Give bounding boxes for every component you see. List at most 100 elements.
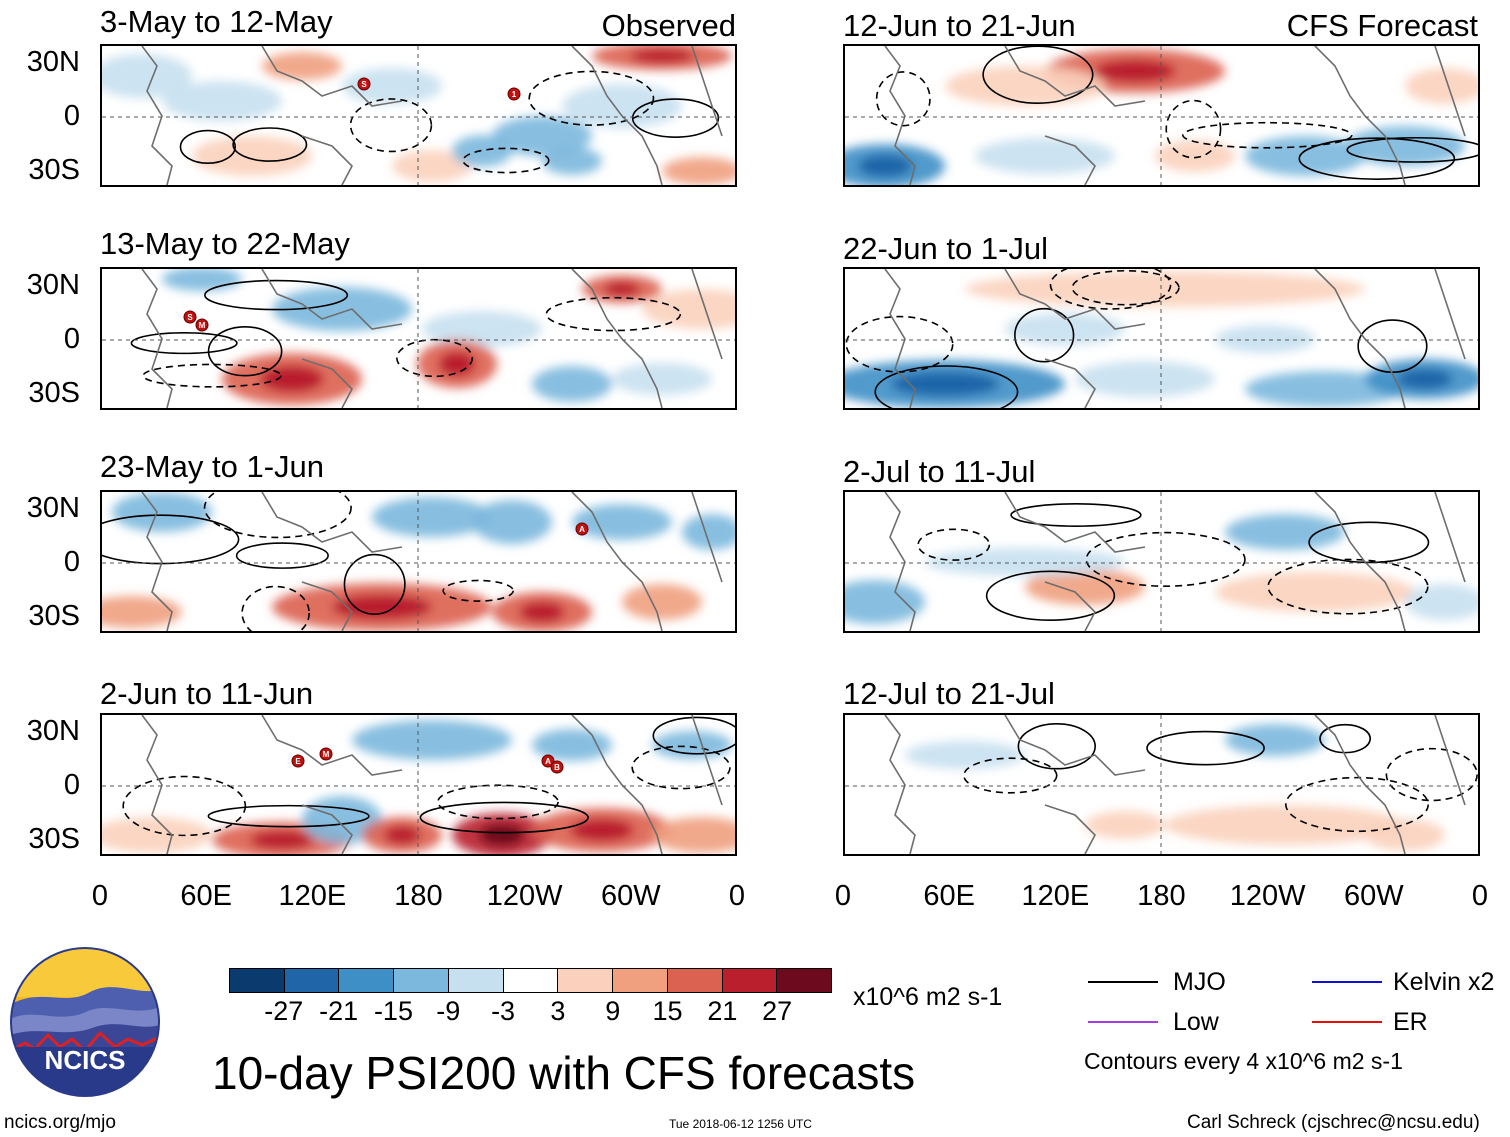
colorbar-units: x10^6 m2 s-1 [853,983,1003,1011]
colorbar-tick-label: -3 [491,996,516,1026]
coastline [301,804,353,854]
mjo-contour [1010,502,1142,527]
mjo-contour [235,542,329,569]
anomaly-shading [102,54,192,98]
coastline [1004,46,1146,107]
coastline [691,46,723,137]
coastline [571,492,663,631]
mjo-contour [1165,99,1222,159]
anomaly-shading [272,287,412,331]
coastline [141,269,173,408]
anomaly-shading [1245,136,1365,176]
tropical-cyclone-marker: S [183,310,197,324]
mjo-contour [545,296,682,332]
anomaly-shading [422,311,542,347]
y-tick-label: 0 [63,769,80,801]
storm-marker-letter: E [295,757,301,766]
y-tick-label: 30N [26,269,80,301]
coastline [691,269,723,360]
colorbar-tick-label: -21 [319,996,359,1026]
colorbar-swatch [558,969,614,992]
forecast-panel-4-title: 12-Jul to 21-Jul [843,676,1055,711]
storm-marker-letter: A [579,525,585,534]
anomaly-shading [472,500,552,544]
mjo-contour [1385,747,1478,802]
anomaly-shading [192,136,312,176]
y-tick-label: 30S [28,600,80,632]
coastline [301,581,353,631]
coastline [1434,46,1466,137]
author-credit: Carl Schreck (cjschrec@ncsu.edu) [1187,1112,1480,1133]
coastline [571,715,663,854]
mjo-contour [207,804,370,828]
coastline [141,715,173,854]
mjo-contour [122,775,247,837]
anomaly-shading [925,548,1125,576]
mjo-contour [462,147,550,174]
kelvin-legend-label: Kelvin x2 [1393,968,1495,996]
coastline [141,492,173,631]
coastline [884,492,916,631]
mjo-contour [1298,137,1456,180]
anomaly-shading [682,514,735,550]
mjo-contour [343,553,406,615]
anomaly-shading [102,596,182,628]
colorbar-tick-label: -9 [436,996,461,1026]
colorbar-tick-label: 9 [605,996,621,1026]
x-tick-label: 0 [728,880,746,912]
forecast-map-panel-1 [843,44,1480,187]
anomaly-shading [492,116,592,156]
observed-panel-1-title: 3-May to 12-May [100,4,333,39]
anomaly-shading [452,135,512,167]
mjo-contour [203,492,352,539]
er-legend-line [1312,1021,1382,1023]
x-tick-label: 60E [180,880,232,912]
anomaly-shading [642,289,735,329]
forecast-map-panel-3 [843,490,1480,633]
forecast-panel-3-title: 2-Jul to 11-Jul [843,454,1036,489]
colorbar-tick-label: 15 [652,996,683,1026]
ncics-logo: NCICS [10,947,160,1097]
anomaly-shading [1085,811,1165,839]
y-tick-label: 30S [28,154,80,186]
anomaly-shading [1075,361,1215,397]
anomaly-shading [612,363,712,395]
anomaly-shading [622,584,702,620]
x-tick-label: 120W [486,880,563,912]
mjo-contour [232,127,308,162]
storm-marker-letter: A [545,757,551,766]
anomaly-shading [905,741,1025,769]
anomaly-shading [1155,140,1235,172]
mjo-contour [1182,121,1353,149]
coastline [1314,715,1406,854]
x-tick-label: 120E [278,880,347,912]
mjo-contour [102,514,240,565]
coastline [1434,492,1466,583]
mjo-contour [419,801,589,834]
x-tick-label: 0 [1471,880,1489,912]
colorbar-swatch [394,969,449,992]
coastline [141,46,173,185]
coastline [261,492,403,553]
coastline [261,46,403,107]
mjo-contour [396,338,474,378]
y-tick-label: 0 [63,323,80,355]
anomaly-shading [352,720,512,760]
site-url[interactable]: ncics.org/mjo [4,1112,116,1133]
observed-panel-3-title: 23-May to 1-Jun [100,449,324,484]
colorbar-swatch [339,969,395,992]
coastline [884,269,916,408]
mjo-contour [1049,269,1172,310]
anomaly-shading [542,147,602,175]
coastline [1044,135,1096,185]
x-tick-label: 0 [834,880,852,912]
anomaly-shading [102,817,212,853]
forecast-label: CFS Forecast [1286,8,1478,43]
colorbar-swatch [613,969,668,992]
y-tick-label: 30S [28,377,80,409]
anomaly-shading [1005,313,1125,345]
storm-marker-letter: S [187,313,193,322]
colorbar-tick-label: 21 [707,996,738,1026]
